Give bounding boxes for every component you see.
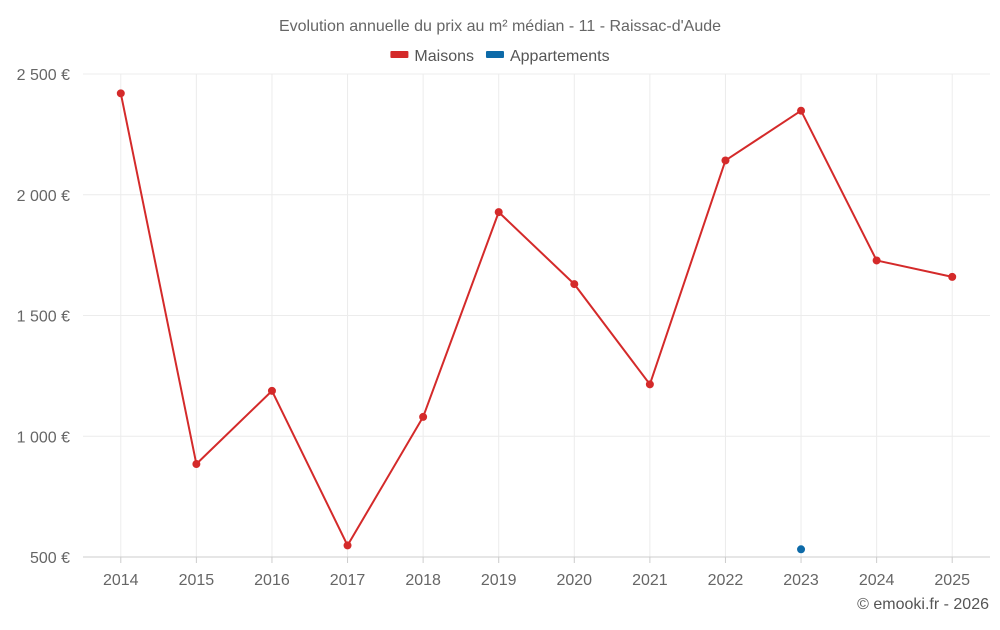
x-tick-label: 2017 xyxy=(330,572,366,589)
x-tick-label: 2023 xyxy=(783,572,819,589)
grid-lines xyxy=(83,73,990,557)
data-point-maisons[interactable] xyxy=(797,106,806,115)
x-tick-label: 2019 xyxy=(481,572,517,589)
data-point-maisons[interactable] xyxy=(192,460,201,469)
x-tick-label: 2022 xyxy=(708,572,744,589)
x-tick-label: 2024 xyxy=(859,572,895,589)
y-tick-label: 1 500 € xyxy=(17,309,70,326)
data-point-maisons[interactable] xyxy=(721,156,730,165)
legend-item-maisons[interactable]: Maisons xyxy=(390,48,474,65)
axes: 500 € 1 000 € 1 500 € 2 000 € 2 500 € 2014 201… xyxy=(17,67,990,589)
legend-swatch xyxy=(390,51,409,58)
x-tick-label: 2018 xyxy=(405,572,441,589)
data-point-maisons[interactable] xyxy=(343,541,352,550)
data-point-maisons[interactable] xyxy=(267,386,276,395)
y-tick-label: 2 500 € xyxy=(17,67,70,84)
data-point-maisons[interactable] xyxy=(419,412,428,421)
x-tick-label: 2025 xyxy=(934,572,970,589)
credits-text: © emooki.fr - 2026 xyxy=(857,596,989,613)
y-tick-label: 1 000 € xyxy=(17,429,70,446)
data-point-maisons[interactable] xyxy=(116,89,125,98)
y-tick-label: 2 000 € xyxy=(17,188,70,205)
legend-swatch xyxy=(485,51,504,58)
legend-label: Appartements xyxy=(510,48,610,65)
data-point-maisons[interactable] xyxy=(872,256,881,265)
data-point-maisons[interactable] xyxy=(645,380,654,389)
x-tick-label: 2016 xyxy=(254,572,290,589)
series-line-maisons xyxy=(119,93,953,547)
x-tick-label: 2021 xyxy=(632,572,668,589)
legend-item-appartements[interactable]: Appartements xyxy=(485,48,610,65)
data-point-maisons[interactable] xyxy=(494,208,503,217)
data-point-maisons[interactable] xyxy=(570,280,579,289)
y-tick-label: 500 € xyxy=(30,550,70,567)
data-point-appartements[interactable] xyxy=(797,545,806,554)
legend-label: Maisons xyxy=(414,48,474,65)
legend: Maisons Appartements xyxy=(390,48,610,65)
data-point-maisons[interactable] xyxy=(948,272,957,281)
x-tick-label: 2015 xyxy=(179,572,215,589)
x-tick-label: 2020 xyxy=(556,572,592,589)
chart-title: Evolution annuelle du prix au m² médian … xyxy=(279,18,721,35)
series-layer xyxy=(116,89,957,554)
x-tick-label: 2014 xyxy=(103,572,139,589)
